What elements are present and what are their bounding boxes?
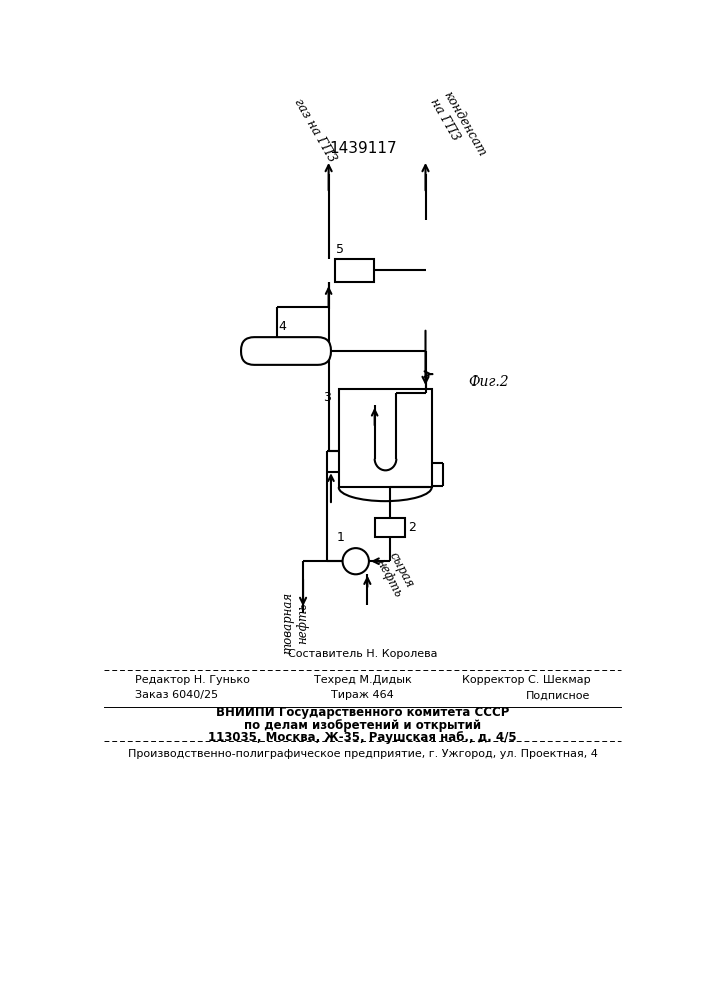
Text: Корректор С. Шекмар: Корректор С. Шекмар [462, 675, 590, 685]
Text: 3: 3 [323, 391, 331, 404]
Text: ВНИИПИ Государственного комитета СССР: ВНИИПИ Государственного комитета СССР [216, 706, 510, 719]
Text: газ на ГПЗ: газ на ГПЗ [291, 96, 338, 165]
Bar [339, 389, 432, 487]
Circle shape [343, 548, 369, 574]
Text: 2: 2 [409, 521, 416, 534]
Text: Составитель Н. Королева: Составитель Н. Королева [288, 649, 438, 659]
Text: 113035, Москва, Ж-35, Раушская наб., д. 4/5: 113035, Москва, Ж-35, Раушская наб., д. … [209, 731, 517, 744]
Text: Производственно-полиграфическое предприятие, г. Ужгород, ул. Проектная, 4: Производственно-полиграфическое предприя… [128, 749, 597, 759]
FancyBboxPatch shape [241, 337, 331, 365]
Text: 1439117: 1439117 [329, 141, 397, 156]
Text: Редактор Н. Гунько: Редактор Н. Гунько [135, 675, 250, 685]
Text: по делам изобретений и открытий: по делам изобретений и открытий [244, 719, 481, 732]
Text: сырая
нефть: сырая нефть [373, 549, 418, 599]
Text: Тираж 464: Тираж 464 [332, 690, 394, 700]
Text: товарная
нефть: товарная нефть [281, 592, 309, 654]
Text: 5: 5 [337, 243, 344, 256]
Text: Подписное: Подписное [526, 690, 590, 700]
Text: конденсат
на ГПЗ: конденсат на ГПЗ [428, 89, 489, 166]
Text: 4: 4 [278, 320, 286, 333]
Text: Заказ 6040/25: Заказ 6040/25 [135, 690, 218, 700]
Bar [375, 518, 404, 537]
Bar [335, 259, 373, 282]
Text: Фиг.2: Фиг.2 [468, 375, 509, 389]
Text: Техред М.Дидык: Техред М.Дидык [314, 675, 411, 685]
Text: 1: 1 [337, 531, 344, 544]
